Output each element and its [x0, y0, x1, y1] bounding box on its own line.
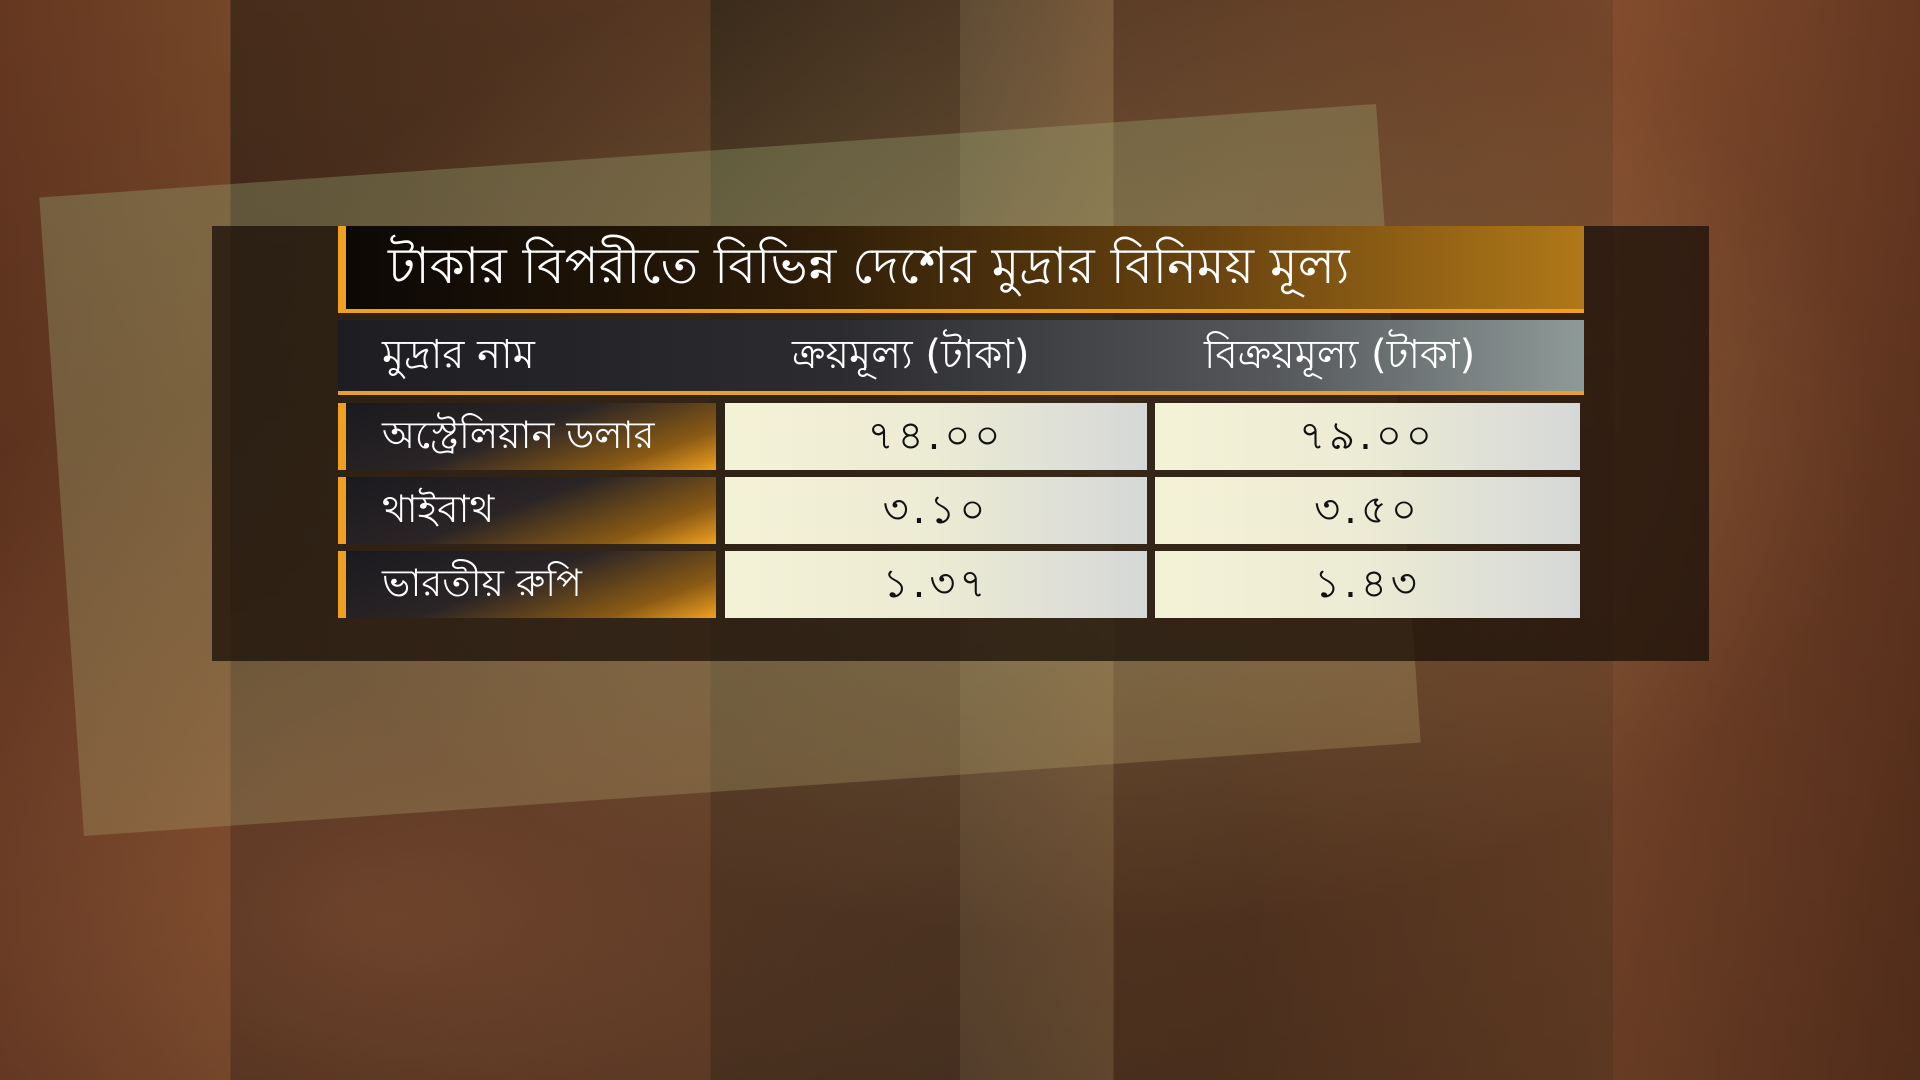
header-currency-name: মুদ্রার নাম — [382, 332, 535, 378]
table-row: অস্ট্রেলিয়ান ডলার ৭৪.০০ ৭৯.০০ — [338, 403, 1584, 470]
buy-rate: ১.৩৭ — [725, 551, 1147, 618]
buy-rate: ৭৪.০০ — [725, 403, 1147, 470]
currency-name: ভারতীয় রুপি — [338, 551, 716, 618]
currency-name: থাইবাথ — [338, 477, 716, 544]
buy-rate: ৩.১০ — [725, 477, 1147, 544]
table-row: ভারতীয় রুপি ১.৩৭ ১.৪৩ — [338, 551, 1584, 618]
sell-rate: ৭৯.০০ — [1155, 403, 1580, 470]
table-row: থাইবাথ ৩.১০ ৩.৫০ — [338, 477, 1584, 544]
header-sell-rate: বিক্রয়মূল্য (টাকা) — [1204, 332, 1476, 378]
currency-name: অস্ট্রেলিয়ান ডলার — [338, 403, 716, 470]
header-buy-rate: ক্রয়মূল্য (টাকা) — [792, 332, 1030, 378]
page-title: টাকার বিপরীতে বিভিন্ন দেশের মুদ্রার বিনি… — [338, 226, 1584, 313]
sell-rate: ৩.৫০ — [1155, 477, 1580, 544]
sell-rate: ১.৪৩ — [1155, 551, 1580, 618]
table-header: মুদ্রার নাম ক্রয়মূল্য (টাকা) বিক্রয়মূল… — [338, 320, 1584, 395]
